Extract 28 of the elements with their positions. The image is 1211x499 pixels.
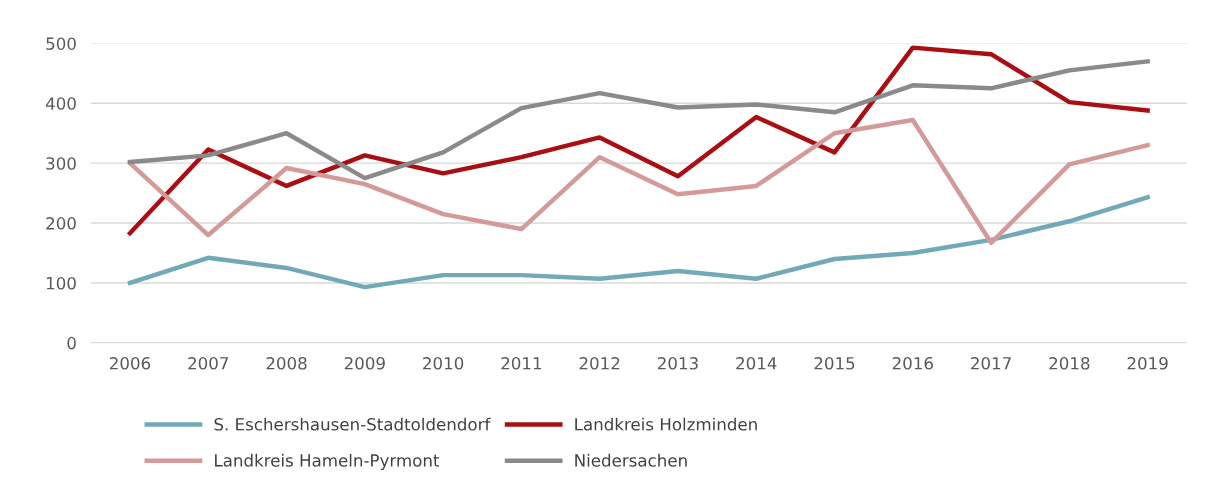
x-tick-label: 2013 <box>657 357 698 370</box>
legend-label: Landkreis Holzminden <box>575 417 757 431</box>
legend-label: Landkreis Hameln-Pyrmont <box>215 453 440 470</box>
x-tick-label: 2012 <box>579 357 620 370</box>
x-tick-label: 2011 <box>501 357 542 370</box>
y-tick-label: 200 <box>46 217 76 230</box>
x-tick-label: 2019 <box>1127 357 1168 370</box>
x-tick-label: 2006 <box>109 357 151 370</box>
x-tick-label: 2008 <box>266 357 307 370</box>
x-tick-label: 2014 <box>736 357 777 370</box>
line-series <box>127 45 1150 236</box>
line-series <box>127 59 1150 181</box>
x-tick-label: 2009 <box>344 357 385 370</box>
x-tick-label: 2007 <box>188 357 229 370</box>
y-tick-label: 400 <box>45 97 76 110</box>
legend-label: S. Eschershausen-Stadtoldendorf <box>214 417 491 431</box>
x-tick-label: 2017 <box>971 357 1011 370</box>
y-tick-label: 0 <box>67 336 76 350</box>
line-series <box>127 117 1150 246</box>
line-series <box>127 195 1150 290</box>
x-tick-label: 2018 <box>1049 357 1090 370</box>
x-tick-label: 2015 <box>814 357 855 370</box>
y-tick-label: 300 <box>46 157 76 170</box>
x-tick-label: 2016 <box>892 357 933 370</box>
y-tick-label: 100 <box>46 276 76 290</box>
legend-label: Niedersachen <box>575 453 687 467</box>
x-tick-label: 2010 <box>423 357 464 370</box>
y-tick-label: 500 <box>46 37 76 50</box>
